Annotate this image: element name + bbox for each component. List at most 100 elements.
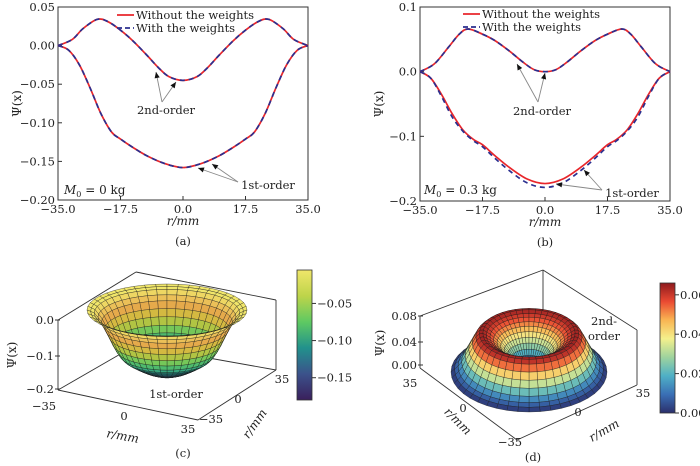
- mass-symbol: M: [63, 183, 77, 197]
- surface-patch: [175, 342, 186, 349]
- surface-mesh: [450, 308, 608, 413]
- surface-patch: [159, 325, 168, 334]
- series-line-1st-order-with-weights: [57, 44, 309, 169]
- panel-b-line-chart: −35.0 −17.5 0.0 17.5 35.0 0.1 0.0 −0.1 −0.2 r/mm Ψ…: [372, 0, 683, 249]
- surface-patch: [166, 354, 176, 361]
- surface-patch: [519, 379, 530, 389]
- mass-label: M0 = 0 kg: [63, 183, 126, 199]
- surface-patch: [156, 294, 168, 302]
- annotation-2nd-order: 2nd-order: [513, 104, 572, 118]
- arrowhead-icon: [584, 170, 590, 177]
- surface-patch: [173, 365, 182, 371]
- mode-annotation: 1st-order: [149, 387, 203, 401]
- surface-patch: [149, 347, 159, 355]
- surface-patch: [158, 348, 168, 355]
- surface-patch: [157, 300, 168, 310]
- surface-patch: [166, 342, 177, 349]
- surface-patch: [517, 406, 530, 413]
- surface-patch: [524, 326, 530, 333]
- x-tick-label: 0.0: [174, 202, 192, 216]
- surface-patch: [166, 316, 176, 326]
- surface-patch: [524, 331, 530, 338]
- legend-label-with-weights: With the weights: [136, 21, 235, 35]
- surface-patch: [537, 386, 549, 397]
- y-axis-label: r/mm: [586, 416, 621, 444]
- axes-box-edge: [197, 369, 277, 421]
- x-tick-label: 17.5: [595, 203, 621, 217]
- colorbar-tick-label: 0.02: [680, 367, 700, 381]
- x-tick-label: 0.0: [536, 203, 554, 217]
- x-tick-label: 35.0: [657, 203, 683, 217]
- surface-patch: [522, 313, 530, 318]
- surface-patch: [176, 289, 188, 296]
- mass-value: = 0 kg: [81, 183, 125, 197]
- surface-patch: [523, 321, 530, 327]
- annotation-2nd-order: 2nd-order: [137, 103, 196, 117]
- surface-patch: [166, 365, 175, 371]
- surface-mesh: [86, 283, 248, 379]
- x-axis-label: r/mm: [105, 426, 139, 445]
- surface-patch: [528, 331, 534, 338]
- surface-patch: [175, 347, 185, 355]
- surface-patch: [148, 342, 159, 349]
- x-tick-label: 0: [459, 401, 466, 415]
- x-tick-label: 35: [403, 376, 418, 390]
- y-axis-label: r/mm: [240, 406, 270, 441]
- surface-patch: [166, 308, 176, 318]
- y-tick-label: −0.20: [20, 193, 55, 207]
- surface-patch: [539, 405, 552, 412]
- x-tick-label: −17.5: [465, 203, 500, 217]
- annotation-1st-order: 1st-order: [241, 178, 295, 192]
- surface-patch: [166, 336, 178, 340]
- axes-box-edge: [516, 384, 638, 441]
- surface-patch: [528, 371, 538, 381]
- mode-annotation: order: [588, 329, 621, 343]
- axes-box-edge: [57, 389, 199, 421]
- surface-patch: [175, 308, 185, 318]
- surface-patch: [166, 360, 175, 367]
- surface-patch: [528, 395, 540, 403]
- surface-patch: [528, 406, 541, 413]
- surface-patch: [166, 286, 179, 290]
- surface-patch: [166, 294, 178, 302]
- surface-patch: [156, 339, 168, 344]
- axes-box-edge: [419, 269, 544, 317]
- y-tick-label: 0.05: [29, 0, 55, 14]
- y-axis-label: Ψ(x): [10, 90, 24, 117]
- panel-caption: (b): [537, 235, 553, 249]
- surface-patch: [528, 402, 540, 408]
- series-line-2nd-order-with-weights: [419, 28, 671, 73]
- y-tick-label: −35: [199, 412, 223, 426]
- axes-box-edge: [57, 271, 137, 321]
- y-tick-label: 0.0: [399, 65, 417, 79]
- surface-patch: [174, 359, 183, 366]
- mass-subscript: 0: [436, 190, 441, 199]
- surface-patch: [521, 358, 530, 365]
- z-tick-label: 0.08: [391, 309, 417, 323]
- annotation-1st-order: 1st-order: [605, 186, 659, 200]
- surface-patch: [174, 325, 183, 334]
- surface-patch: [536, 362, 546, 373]
- surface-patch: [147, 294, 158, 302]
- mass-label: M0 = 0.3 kg: [423, 183, 497, 199]
- colorbar: [659, 282, 676, 414]
- y-tick-label: −0.1: [389, 129, 417, 143]
- x-tick-label: 35.0: [295, 202, 321, 216]
- arrowhead-icon: [517, 64, 523, 71]
- surface-patch: [528, 387, 539, 397]
- axes-box-edge: [135, 271, 277, 301]
- surface-patch: [158, 316, 168, 326]
- surface-patch: [166, 348, 176, 355]
- arrowhead-icon: [212, 164, 219, 170]
- surface-patch: [149, 308, 159, 318]
- surface-patch: [174, 316, 184, 327]
- surface-patch: [520, 363, 530, 373]
- surface-patch: [155, 286, 168, 290]
- surface-patch: [512, 362, 522, 373]
- surface-patch: [511, 370, 522, 381]
- x-axis-label: r/mm: [441, 405, 474, 438]
- x-tick-label: −35: [498, 435, 522, 449]
- annotation-arrow-line: [197, 167, 239, 183]
- colorbar-tick-label: 0.04: [680, 327, 700, 341]
